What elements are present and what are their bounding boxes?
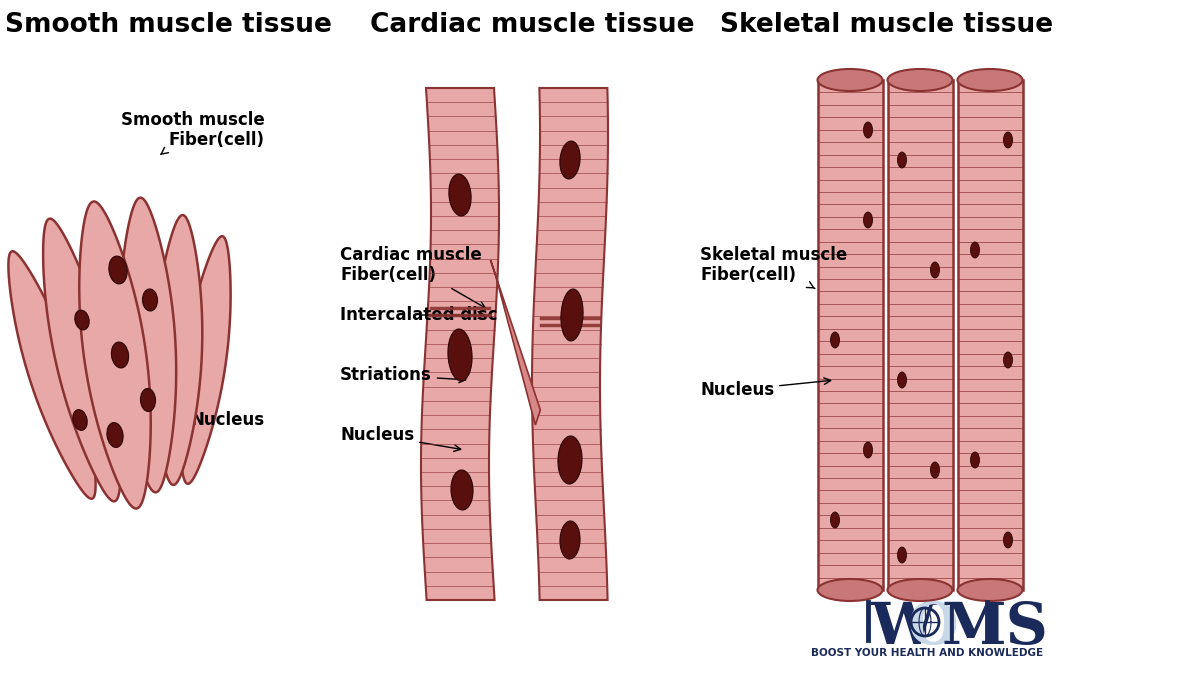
Polygon shape [79,201,151,508]
Ellipse shape [560,141,580,179]
Ellipse shape [898,152,906,168]
Polygon shape [8,251,96,499]
Ellipse shape [971,452,979,468]
Ellipse shape [109,256,127,284]
Ellipse shape [451,470,473,510]
Text: Intercalated disc: Intercalated disc [340,306,498,324]
Ellipse shape [830,332,840,348]
Polygon shape [532,88,608,600]
Ellipse shape [448,329,472,381]
Ellipse shape [558,436,582,484]
Ellipse shape [898,547,906,563]
Ellipse shape [73,410,88,431]
Ellipse shape [888,69,953,91]
Text: Skeletal muscle tissue: Skeletal muscle tissue [720,12,1054,38]
Bar [958,80,1022,590]
Text: W: W [870,600,936,656]
Ellipse shape [958,579,1022,601]
Bar [817,80,882,590]
Ellipse shape [930,462,940,478]
Ellipse shape [143,289,157,311]
Ellipse shape [817,69,882,91]
Ellipse shape [107,423,124,448]
Text: Smooth muscle
Fiber(cell): Smooth muscle Fiber(cell) [121,111,265,154]
Ellipse shape [888,579,953,601]
Ellipse shape [971,242,979,258]
Bar [888,80,953,590]
Polygon shape [43,219,121,502]
Text: Skeletal muscle
Fiber(cell): Skeletal muscle Fiber(cell) [700,246,847,288]
Ellipse shape [112,342,128,368]
Text: MS: MS [942,600,1049,656]
Ellipse shape [560,521,580,559]
Ellipse shape [1003,132,1013,148]
Text: BOOST YOUR HEALTH AND KNOWLEDGE: BOOST YOUR HEALTH AND KNOWLEDGE [811,648,1043,658]
Text: O: O [908,600,959,656]
Text: Cardiac muscle tissue: Cardiac muscle tissue [370,12,695,38]
Polygon shape [491,260,540,425]
Ellipse shape [864,212,872,228]
Text: Striations: Striations [340,366,466,384]
Text: Smooth muscle tissue: Smooth muscle tissue [5,12,332,38]
Ellipse shape [830,512,840,528]
Ellipse shape [1003,532,1013,548]
Ellipse shape [1003,352,1013,368]
Ellipse shape [140,389,156,412]
Text: Cardiac muscle
Fiber(cell): Cardiac muscle Fiber(cell) [340,246,485,308]
Ellipse shape [864,442,872,458]
Ellipse shape [930,262,940,278]
Ellipse shape [817,579,882,601]
Ellipse shape [74,310,89,330]
Ellipse shape [864,122,872,138]
Polygon shape [421,88,499,600]
Polygon shape [120,198,176,492]
Text: Nucleus: Nucleus [144,408,265,429]
Polygon shape [179,236,230,484]
Ellipse shape [560,289,583,341]
Text: Nucleus: Nucleus [700,378,830,399]
Ellipse shape [449,174,472,216]
Ellipse shape [898,372,906,388]
Ellipse shape [958,69,1022,91]
Text: Nucleus: Nucleus [340,426,461,452]
Polygon shape [154,215,203,485]
